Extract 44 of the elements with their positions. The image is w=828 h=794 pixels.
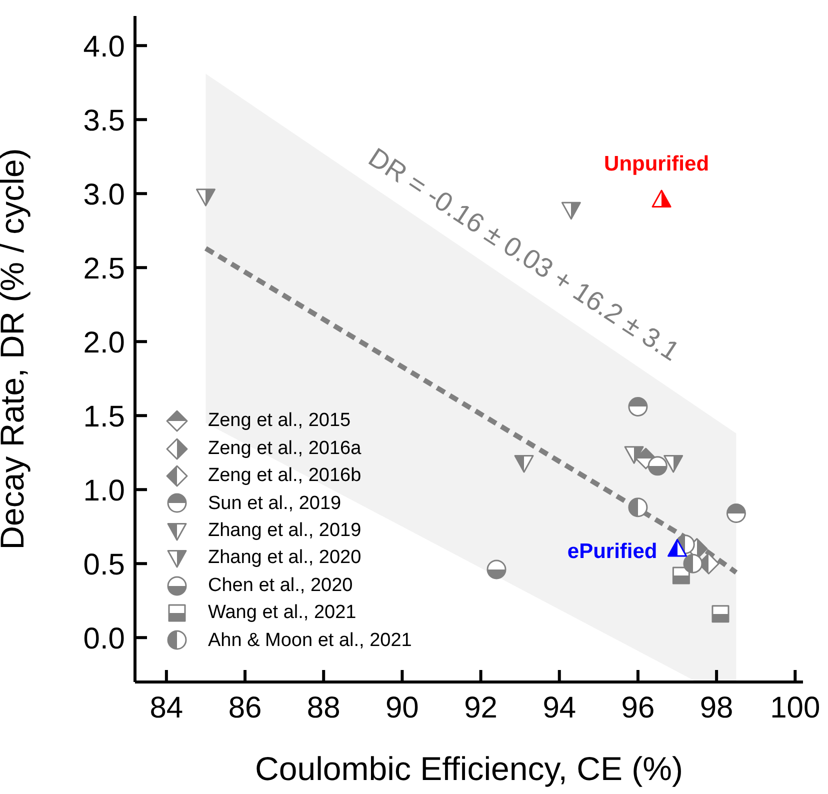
x-tick-label: 96 <box>621 691 655 724</box>
point <box>672 566 690 584</box>
annotation: Unpurified <box>604 152 710 176</box>
legend-label: Zeng et al., 2016b <box>208 464 362 488</box>
x-tick-label: 90 <box>386 691 419 724</box>
x-tick-label: 88 <box>306 691 340 724</box>
point <box>514 455 534 473</box>
y-tick-label: 2.0 <box>83 326 125 360</box>
x-tick-label: 86 <box>228 691 262 724</box>
point <box>628 498 648 518</box>
y-tick-label: 2.5 <box>83 252 125 286</box>
point <box>486 560 506 580</box>
point <box>648 456 668 476</box>
legend-label: Zeng et al., 2015 <box>208 409 351 434</box>
y-tick-label: 4.0 <box>83 30 125 64</box>
legend-label: Zhang et al., 2020 <box>208 546 362 570</box>
point <box>712 605 730 623</box>
y-tick-label: 3.5 <box>83 104 125 138</box>
x-tick-label: 94 <box>542 691 576 724</box>
legend-label: Wang et al., 2021 <box>208 601 356 626</box>
point <box>196 188 216 206</box>
legend-label: Zeng et al., 2016a <box>208 436 362 461</box>
x-axis-title: Coulombic Efficiency, CE (%) <box>255 750 683 787</box>
point <box>726 504 746 524</box>
point <box>664 455 684 473</box>
x-tick-label: 84 <box>150 691 184 724</box>
x-tick-label: 100 <box>770 691 820 724</box>
y-tick-label: 3.0 <box>83 178 125 212</box>
x-tick-label: 92 <box>464 691 498 724</box>
point <box>683 554 703 574</box>
point <box>668 539 688 557</box>
point <box>628 396 648 416</box>
legend-label: Sun et al., 2019 <box>208 492 342 516</box>
point <box>561 202 581 220</box>
y-tick-label: 1.0 <box>83 474 125 508</box>
y-tick-label: 0.5 <box>83 548 125 582</box>
legend-label: Chen et al., 2020 <box>208 574 353 598</box>
y-tick-label: 0.0 <box>83 622 125 656</box>
point <box>624 446 644 464</box>
legend-label: Ahn & Moon et al., 2021 <box>208 628 412 653</box>
annotation: ePurified <box>567 540 658 563</box>
x-tick-label: 98 <box>700 691 734 724</box>
y-tick-label: 1.5 <box>83 400 125 434</box>
legend-label: Zhang et al., 2019 <box>208 519 362 544</box>
